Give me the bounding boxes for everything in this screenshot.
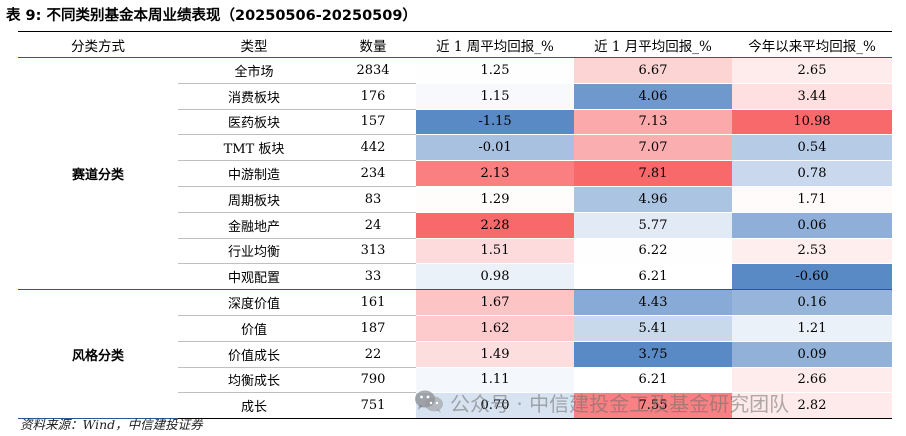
- fund-type-cell: 消费板块: [178, 83, 330, 110]
- table-row: 赛道分类 全市场 2834 1.25 6.67 2.65: [18, 57, 892, 291]
- week-return-cell: 0.98: [416, 263, 574, 291]
- table-row: 价值成长 22 1.49 3.75 0.09: [18, 341, 892, 368]
- fund-count-cell: 24: [330, 212, 416, 239]
- week-return-cell: 1.51: [416, 238, 574, 265]
- week-return-cell: 2.28: [416, 212, 574, 239]
- ytd-return-cell: 3.44: [732, 83, 892, 110]
- fund-type-cell: 深度价值: [178, 289, 330, 316]
- week-return-cell: 1.15: [416, 83, 574, 110]
- header-ytd-return: 今年以来平均回报_%: [732, 31, 892, 58]
- fund-type-cell: 均衡成长: [178, 367, 330, 394]
- ytd-return-cell: 0.16: [732, 289, 892, 316]
- ytd-return-cell: 2.65: [732, 57, 892, 84]
- fund-count-cell: 442: [330, 134, 416, 162]
- table-row: 医药板块 157 -1.15 7.13 10.98: [18, 109, 892, 136]
- ytd-return-cell: 0.06: [732, 212, 892, 239]
- fund-type-cell: 金融地产: [178, 212, 330, 239]
- week-return-cell: 1.49: [416, 341, 574, 368]
- ytd-return-cell: 0.54: [732, 134, 892, 162]
- fund-count-cell: 33: [330, 263, 416, 291]
- fund-count-cell: 161: [330, 289, 416, 316]
- month-return-cell: 6.21: [574, 263, 732, 291]
- month-return-cell: 7.55: [574, 392, 732, 420]
- table-row: 金融地产 24 2.28 5.77 0.06: [18, 212, 892, 239]
- table-row: 中观配置 33 0.98 6.21 -0.60: [18, 263, 892, 291]
- month-return-cell: 4.96: [574, 186, 732, 213]
- month-return-cell: 7.81: [574, 160, 732, 187]
- table-title: 表 9: 不同类别基金本周业绩表现（20250506-20250509）: [6, 8, 417, 24]
- fund-count-cell: 751: [330, 392, 416, 420]
- fund-type-cell: 全市场: [178, 57, 330, 84]
- group-label: 赛道分类: [18, 57, 178, 291]
- table-row: 周期板块 83 1.29 4.96 1.71: [18, 186, 892, 213]
- fund-type-cell: 价值: [178, 315, 330, 342]
- week-return-cell: 2.13: [416, 160, 574, 187]
- fund-performance-table: 分类方式 类型 数量 近 1 周平均回报_% 近 1 月平均回报_% 今年以来平…: [18, 31, 892, 420]
- watermark: 公众号 · 中信建投金工及基金研究团队: [414, 386, 789, 418]
- fund-count-cell: 313: [330, 238, 416, 265]
- header-row: 分类方式 类型 数量 近 1 周平均回报_% 近 1 月平均回报_% 今年以来平…: [18, 31, 892, 58]
- table-row: 消费板块 176 1.15 4.06 3.44: [18, 83, 892, 110]
- fund-count-cell: 187: [330, 315, 416, 342]
- fund-count-cell: 157: [330, 109, 416, 136]
- table-row: 价值 187 1.62 5.41 1.21: [18, 315, 892, 342]
- fund-type-cell: 中游制造: [178, 160, 330, 187]
- month-return-cell: 6.67: [574, 57, 732, 84]
- fund-type-cell: 行业均衡: [178, 238, 330, 265]
- source-note: 资料来源：Wind，中信建投证券: [20, 417, 203, 432]
- table-row: 行业均衡 313 1.51 6.22 2.53: [18, 238, 892, 265]
- fund-count-cell: 234: [330, 160, 416, 187]
- ytd-return-cell: 2.66: [732, 367, 892, 394]
- fund-type-cell: 周期板块: [178, 186, 330, 213]
- month-return-cell: 6.22: [574, 238, 732, 265]
- month-return-cell: 5.77: [574, 212, 732, 239]
- table-row: 风格分类 深度价值 161 1.67 4.43 0.16: [18, 289, 892, 420]
- week-return-cell: 1.25: [416, 57, 574, 84]
- week-return-cell: 1.29: [416, 186, 574, 213]
- table-body: 赛道分类 全市场 2834 1.25 6.67 2.65 消费板块 176 1.15 4.06 3.…: [18, 57, 892, 420]
- table-row: 成长 751 0.70 7.55 2.82: [18, 392, 892, 420]
- month-return-cell: 7.07: [574, 134, 732, 162]
- ytd-return-cell: 0.09: [732, 341, 892, 368]
- header-type: 类型: [178, 31, 330, 58]
- fund-type-cell: 医药板块: [178, 109, 330, 136]
- header-count: 数量: [330, 31, 416, 58]
- fund-count-cell: 22: [330, 341, 416, 368]
- fund-count-cell: 2834: [330, 57, 416, 84]
- group-label: 风格分类: [18, 289, 178, 420]
- week-return-cell: 1.11: [416, 367, 574, 394]
- month-return-cell: 6.21: [574, 367, 732, 394]
- fund-type-cell: 中观配置: [178, 263, 330, 291]
- fund-type-cell: 成长: [178, 392, 330, 420]
- watermark-text: 公众号 · 中信建投金工及基金研究团队: [450, 391, 790, 416]
- ytd-return-cell: 1.71: [732, 186, 892, 213]
- month-return-cell: 7.13: [574, 109, 732, 136]
- month-return-cell: 5.41: [574, 315, 732, 342]
- header-1w-return: 近 1 周平均回报_%: [416, 31, 574, 58]
- ytd-return-cell: 2.53: [732, 238, 892, 265]
- header-1m-return: 近 1 月平均回报_%: [574, 31, 732, 58]
- wechat-icon: [415, 390, 443, 413]
- ytd-return-cell: 10.98: [732, 109, 892, 136]
- table-row: 中游制造 234 2.13 7.81 0.78: [18, 160, 892, 187]
- ytd-return-cell: 0.78: [732, 160, 892, 187]
- week-return-cell: -0.01: [416, 134, 574, 162]
- fund-type-cell: 价值成长: [178, 341, 330, 368]
- table-row: 均衡成长 790 1.11 6.21 2.66: [18, 367, 892, 394]
- week-return-cell: 1.62: [416, 315, 574, 342]
- ytd-return-cell: 2.82: [732, 392, 892, 420]
- month-return-cell: 3.75: [574, 341, 732, 368]
- ytd-return-cell: 1.21: [732, 315, 892, 342]
- ytd-return-cell: -0.60: [732, 263, 892, 291]
- month-return-cell: 4.43: [574, 289, 732, 316]
- fund-type-cell: TMT 板块: [178, 134, 330, 162]
- table-row: TMT 板块 442 -0.01 7.07 0.54: [18, 134, 892, 162]
- month-return-cell: 4.06: [574, 83, 732, 110]
- fund-count-cell: 176: [330, 83, 416, 110]
- week-return-cell: -1.15: [416, 109, 574, 136]
- fund-count-cell: 790: [330, 367, 416, 394]
- week-return-cell: 1.67: [416, 289, 574, 316]
- header-category-method: 分类方式: [18, 31, 178, 58]
- fund-count-cell: 83: [330, 186, 416, 213]
